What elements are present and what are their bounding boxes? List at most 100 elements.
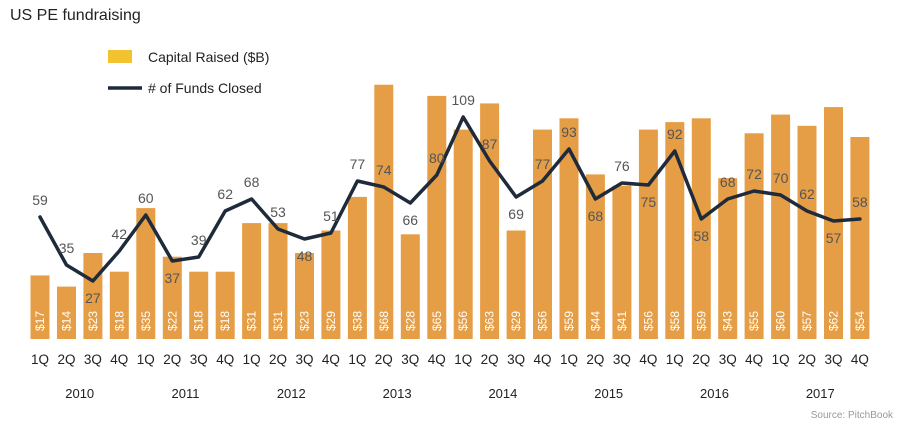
funds-value-label: 77 <box>350 156 366 172</box>
bar-value-label: $68 <box>377 311 391 331</box>
x-tick-quarter: 3Q <box>84 352 102 367</box>
x-tick-quarter: 2Q <box>481 352 499 367</box>
bar-value-label: $58 <box>668 311 682 331</box>
x-tick-year: 2017 <box>806 386 835 401</box>
funds-value-label: 58 <box>694 228 710 244</box>
bar <box>162 256 182 339</box>
funds-value-label: 62 <box>799 186 815 202</box>
funds-value-label: 74 <box>376 162 392 178</box>
bar <box>850 137 870 339</box>
bar-value-label: $43 <box>721 311 735 331</box>
funds-value-label: 35 <box>59 240 75 256</box>
bar <box>427 95 447 340</box>
x-tick-quarter: 4Q <box>428 352 446 367</box>
x-tick-quarter: 1Q <box>454 352 472 367</box>
legend-line-label: # of Funds Closed <box>148 80 262 96</box>
funds-value-label: 93 <box>561 124 577 140</box>
bar-value-label: $59 <box>562 311 576 331</box>
bar <box>718 178 738 339</box>
bar <box>57 286 76 339</box>
bar <box>744 133 764 339</box>
bar <box>30 275 50 339</box>
bar <box>453 129 473 339</box>
funds-value-label: 87 <box>482 136 498 152</box>
bar-value-label: $23 <box>86 311 100 331</box>
bar-value-label: $31 <box>271 311 285 331</box>
x-axis-quarters: 1Q 2Q 3Q 4Q 1Q 2Q 3Q 4Q 1Q 2Q 3Q 4Q 1Q 2Q 3Q 4Q 1Q 2Q 3Q 4Q… <box>31 352 869 367</box>
bar-value-label: $55 <box>747 311 761 331</box>
funds-value-label: 76 <box>614 158 630 174</box>
bar-value-label: $17 <box>33 311 47 331</box>
x-axis-years: 2010 2011 2012 2013 2014 2015 2016 2017 <box>65 386 835 401</box>
x-tick-year: 2013 <box>383 386 412 401</box>
x-tick-quarter: 2Q <box>57 352 75 367</box>
chart-title: US PE fundraising <box>10 7 141 24</box>
funds-value-label: 66 <box>403 212 419 228</box>
bar <box>638 129 658 339</box>
line-labels-group: 59 35 27 42 60 37 39 62 68 53 48 51 77 74 66 80 109 87 69 7… <box>32 92 868 306</box>
x-tick-quarter: 4Q <box>322 352 340 367</box>
bar-value-label: $62 <box>827 311 841 331</box>
x-tick-quarter: 4Q <box>745 352 763 367</box>
x-tick-quarter: 2Q <box>692 352 710 367</box>
x-tick-quarter: 3Q <box>507 352 525 367</box>
funds-value-label: 59 <box>32 192 48 208</box>
x-tick-quarter: 4Q <box>851 352 869 367</box>
bar-value-label: $63 <box>483 311 497 331</box>
x-tick-quarter: 4Q <box>216 352 234 367</box>
x-tick-year: 2012 <box>277 386 306 401</box>
bar-value-label: $44 <box>588 311 602 331</box>
x-tick-quarter: 2Q <box>586 352 604 367</box>
x-tick-quarter: 2Q <box>375 352 393 367</box>
line-series-group <box>38 115 862 283</box>
x-tick-quarter: 3Q <box>190 352 208 367</box>
bar-value-label: $14 <box>60 311 74 331</box>
funds-value-label: 80 <box>429 150 445 166</box>
x-tick-quarter: 4Q <box>639 352 657 367</box>
funds-value-label: 60 <box>138 190 154 206</box>
bar-value-label: $56 <box>456 311 470 331</box>
bar-value-label: $31 <box>245 311 259 331</box>
bar-value-label: $56 <box>536 311 550 331</box>
bar-value-label: $22 <box>165 311 179 331</box>
x-tick-quarter: 1Q <box>243 352 261 367</box>
funds-value-label: 57 <box>826 230 842 246</box>
bar-value-label: $41 <box>615 311 629 331</box>
funds-value-label: 42 <box>112 226 128 242</box>
funds-value-label: 27 <box>85 290 101 306</box>
x-tick-quarter: 1Q <box>560 352 578 367</box>
x-tick-quarter: 1Q <box>772 352 790 367</box>
bar-value-label: $35 <box>139 311 153 331</box>
bar <box>400 234 420 339</box>
funds-value-label: 68 <box>244 174 260 190</box>
bar <box>321 230 341 339</box>
bar-value-label: $18 <box>218 311 232 331</box>
bar-value-label: $57 <box>800 311 814 331</box>
funds-value-label: 70 <box>773 170 789 186</box>
funds-value-label: 72 <box>746 166 762 182</box>
funds-value-label: 109 <box>452 92 476 108</box>
x-tick-quarter: 1Q <box>348 352 366 367</box>
x-tick-quarter: 1Q <box>137 352 155 367</box>
bar-value-label: $18 <box>192 311 206 331</box>
bar <box>771 114 791 339</box>
bar <box>109 271 129 339</box>
bar-value-label: $28 <box>403 311 417 331</box>
bar <box>347 196 367 339</box>
funds-value-label: 77 <box>535 156 551 172</box>
bar-labels-group: $17 $14 $23 $18 $35 $22 $18 $18 $31 $31 $23 $29 $38 $… <box>33 311 867 331</box>
funds-value-label: 37 <box>165 270 181 286</box>
funds-value-label: 62 <box>217 186 233 202</box>
bar <box>242 223 262 339</box>
x-tick-quarter: 3Q <box>295 352 313 367</box>
funds-value-label: 58 <box>852 194 868 210</box>
funds-value-label: 92 <box>667 126 683 142</box>
bar <box>824 107 843 339</box>
x-tick-year: 2016 <box>700 386 729 401</box>
bar <box>295 253 314 339</box>
x-tick-quarter: 1Q <box>666 352 684 367</box>
x-tick-year: 2011 <box>172 386 200 401</box>
bar <box>665 122 685 339</box>
x-tick-quarter: 2Q <box>269 352 287 367</box>
